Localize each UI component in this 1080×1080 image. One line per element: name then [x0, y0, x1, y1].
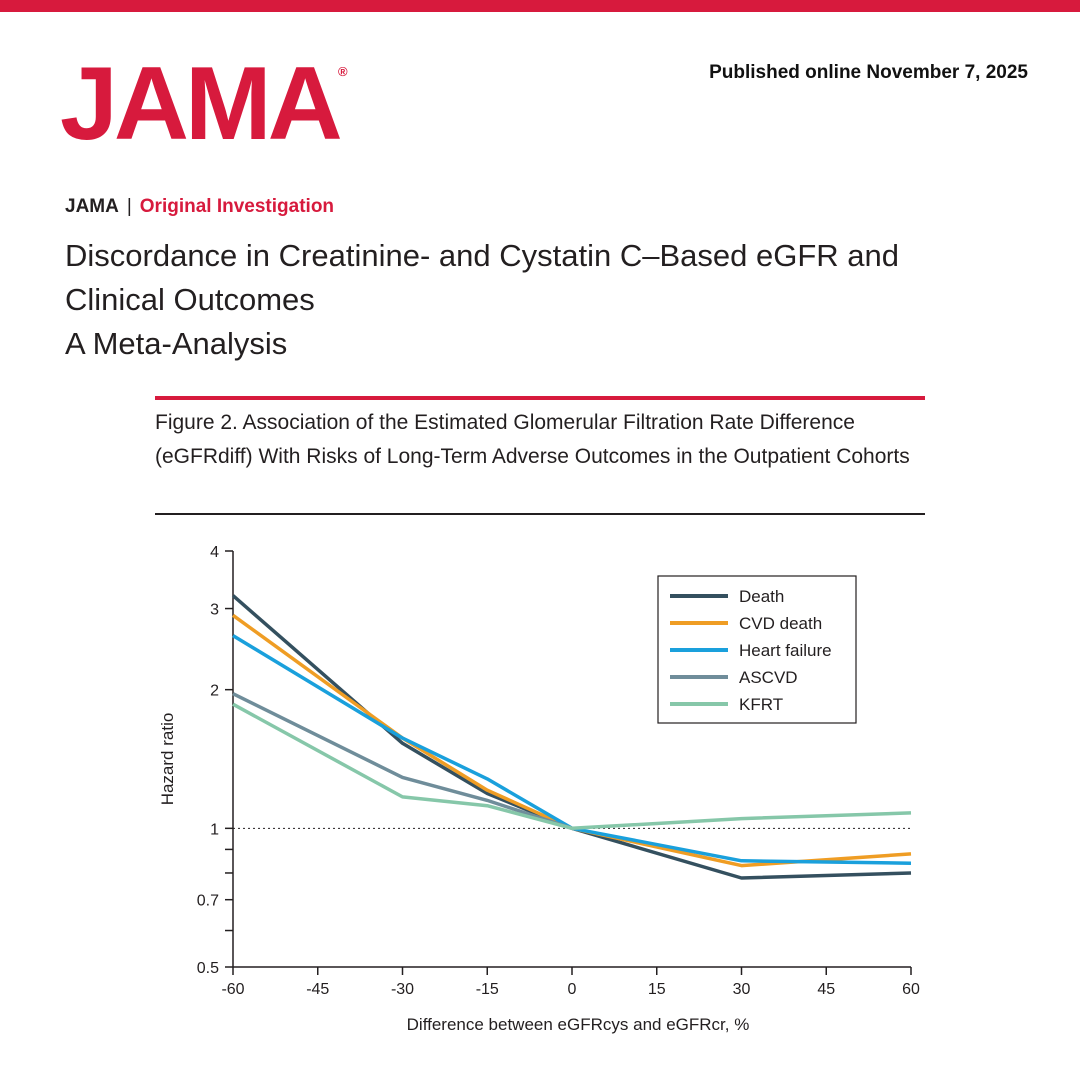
series-line-kfrt — [232, 702, 912, 831]
y-tick-label: 0.7 — [197, 893, 219, 910]
legend-label-heart-failure: Heart failure — [739, 641, 832, 660]
figure-top-rule — [155, 396, 925, 400]
top-accent-bar — [0, 0, 1080, 12]
y-tick-label: 0.5 — [197, 960, 219, 977]
y-tick-label: 2 — [210, 683, 219, 700]
kicker-separator: | — [126, 196, 132, 217]
x-axis-title: Difference between eGFRcys and eGFRcr, % — [407, 1015, 750, 1034]
y-tick-label: 1 — [210, 821, 219, 838]
x-tick-label: -45 — [306, 981, 329, 998]
x-tick-label: 0 — [568, 981, 577, 998]
x-tick-label: -60 — [221, 981, 244, 998]
y-tick-label: 3 — [210, 602, 219, 619]
y-tick-label: 4 — [210, 544, 219, 561]
figure-caption-rule — [155, 513, 925, 515]
journal-logo: JAMA — [60, 46, 343, 162]
x-tick-label: -15 — [476, 981, 499, 998]
x-tick-label: -30 — [391, 981, 414, 998]
figure-caption: Figure 2. Association of the Estimated G… — [155, 411, 910, 468]
series-line-ascvd — [232, 692, 573, 830]
legend-label-ascvd: ASCVD — [739, 668, 798, 687]
x-tick-label: 15 — [648, 981, 666, 998]
article-subtitle: A Meta-Analysis — [65, 326, 288, 361]
kicker-journal: JAMA — [65, 196, 119, 217]
article-title: Discordance in Creatinine- and Cystatin … — [65, 238, 899, 317]
x-tick-label: 60 — [902, 981, 920, 998]
legend-label-cvd-death: CVD death — [739, 614, 822, 633]
article-kicker: JAMA | Original Investigation — [65, 196, 334, 218]
series-line-heart-failure — [232, 634, 912, 865]
y-axis-title: Hazard ratio — [158, 713, 177, 806]
legend-label-death: Death — [739, 587, 784, 606]
x-tick-label: 45 — [817, 981, 835, 998]
legend-label-kfrt: KFRT — [739, 695, 783, 714]
registered-mark: ® — [338, 64, 348, 79]
x-tick-label: 30 — [733, 981, 751, 998]
series-line-cvd-death — [231, 613, 912, 868]
publication-date: Published online November 7, 2025 — [709, 62, 1028, 83]
kicker-section: Original Investigation — [139, 196, 335, 217]
